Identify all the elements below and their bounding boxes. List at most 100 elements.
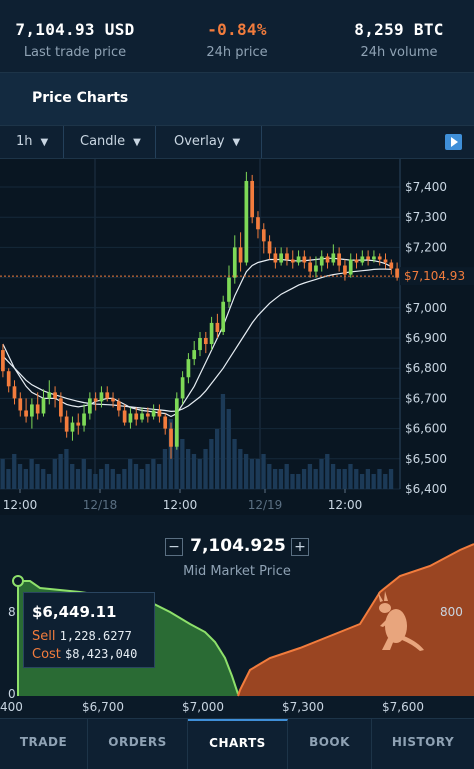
candle-body bbox=[377, 256, 382, 260]
volume-bar bbox=[278, 469, 284, 489]
increase-button[interactable]: + bbox=[291, 538, 309, 556]
volume-bar bbox=[354, 469, 359, 489]
volume-bar bbox=[52, 459, 57, 489]
volume-bar bbox=[359, 474, 365, 489]
volume-value: 8,259 BTC bbox=[354, 20, 444, 39]
volume-bar bbox=[99, 469, 104, 489]
volume-bar bbox=[116, 474, 121, 489]
tab-history[interactable]: HISTORY bbox=[391, 735, 455, 749]
price-change-label: 24h price bbox=[206, 45, 268, 60]
interval-dropdown[interactable]: 1h ▼ bbox=[0, 126, 64, 158]
volume-bar bbox=[290, 474, 295, 489]
candle-body bbox=[290, 259, 295, 263]
interval-label: 1h bbox=[16, 134, 33, 149]
candle-body bbox=[6, 371, 11, 387]
candle-body bbox=[35, 404, 40, 414]
overlay-dropdown[interactable]: Overlay ▼ bbox=[156, 126, 262, 158]
asks-area bbox=[238, 544, 474, 696]
volume-bar bbox=[133, 464, 139, 489]
volume-bar bbox=[319, 459, 324, 489]
price-change-stat: -0.84% 24h price bbox=[162, 20, 312, 60]
volume-bar bbox=[110, 469, 115, 489]
tab-orders[interactable]: ORDERS bbox=[88, 719, 188, 769]
candle-body bbox=[145, 413, 150, 417]
volume-bar bbox=[203, 449, 208, 489]
chevron-down-icon: ▼ bbox=[232, 137, 241, 148]
candle-body bbox=[209, 322, 214, 345]
candle-body bbox=[59, 398, 63, 417]
volume-bar bbox=[197, 459, 202, 489]
candle-body bbox=[314, 265, 318, 272]
candle-body bbox=[70, 422, 75, 432]
volume-bar bbox=[313, 469, 318, 489]
volume-bar bbox=[336, 469, 342, 489]
volume-bar bbox=[139, 469, 144, 489]
depth-right-tick-800: 800 bbox=[440, 605, 463, 619]
tab-charts[interactable]: CHARTS bbox=[188, 719, 288, 769]
volume-bar bbox=[238, 449, 243, 489]
chart-type-dropdown[interactable]: Candle ▼ bbox=[64, 126, 156, 158]
candle-body bbox=[267, 241, 272, 254]
tooltip-price: $6,449.11 bbox=[32, 603, 117, 621]
candle-body bbox=[122, 410, 127, 423]
x-tick-label: 12:00 bbox=[163, 498, 198, 512]
volume-bar bbox=[151, 459, 156, 489]
depth-left-tick-8: 8 bbox=[8, 605, 16, 619]
depth-left-tick-0: 0 bbox=[8, 687, 16, 701]
section-title: Price Charts bbox=[32, 90, 129, 106]
candle-body bbox=[366, 256, 370, 260]
volume-stat: 8,259 BTC 24h volume bbox=[324, 20, 474, 60]
candle-body bbox=[354, 259, 359, 263]
y-tick-label: $7,000 bbox=[405, 301, 447, 315]
volume-bar bbox=[174, 429, 179, 489]
volume-bar bbox=[104, 464, 110, 489]
depth-x-tick: $6,700 bbox=[82, 700, 124, 714]
play-icon[interactable] bbox=[445, 134, 462, 150]
candle-body bbox=[93, 398, 98, 402]
price-chart-svg[interactable]: $7,400$7,300$7,200$7,100$7,000$6,900$6,8… bbox=[0, 159, 474, 515]
candle-body bbox=[331, 253, 336, 263]
candle-body bbox=[174, 398, 179, 447]
y-tick-label: $7,300 bbox=[405, 210, 447, 224]
depth-x-tick: $7,300 bbox=[282, 700, 324, 714]
price-chart[interactable]: $7,400$7,300$7,200$7,100$7,000$6,900$6,8… bbox=[0, 159, 474, 515]
volume-bar bbox=[87, 469, 92, 489]
candle-body bbox=[279, 253, 284, 263]
tooltip-sell-value: 1,228.6277 bbox=[59, 629, 132, 643]
decrease-button[interactable]: − bbox=[165, 538, 183, 556]
price-change-value: -0.84% bbox=[207, 20, 267, 39]
candle-body bbox=[64, 416, 69, 432]
volume-bar bbox=[23, 469, 28, 489]
volume-bar bbox=[220, 394, 226, 489]
y-tick-label: $6,800 bbox=[405, 361, 447, 375]
tab-trade[interactable]: TRADE bbox=[0, 719, 88, 769]
candle-body bbox=[256, 217, 260, 230]
volume-bar bbox=[209, 439, 214, 489]
kangaroo-icon bbox=[378, 591, 424, 651]
candle-body bbox=[53, 392, 57, 399]
tab-book[interactable]: BOOK bbox=[288, 719, 372, 769]
candle-body bbox=[157, 410, 162, 417]
volume-bar bbox=[41, 469, 46, 489]
volume-bar bbox=[12, 454, 17, 489]
volume-bar bbox=[342, 469, 347, 489]
candle-body bbox=[116, 401, 121, 411]
candle-body bbox=[227, 277, 231, 302]
volume-bar bbox=[284, 464, 289, 489]
volume-bar bbox=[301, 469, 307, 489]
tooltip-sell-row: Sell 1,228.6277 bbox=[32, 629, 132, 644]
current-price-label: $7,104.93 bbox=[404, 269, 465, 283]
last-trade-stat: 7,104.93 USD Last trade price bbox=[0, 20, 150, 60]
volume-bar bbox=[0, 459, 5, 489]
x-tick-label: 12:00 bbox=[328, 498, 363, 512]
candle-body bbox=[47, 392, 52, 399]
candle-body bbox=[18, 398, 23, 411]
asks-line bbox=[237, 543, 474, 697]
volume-bar bbox=[232, 439, 237, 489]
y-tick-label: $6,900 bbox=[405, 331, 447, 345]
chart-toolbar: 1h ▼ Candle ▼ Overlay ▼ bbox=[0, 126, 474, 159]
candle-body bbox=[360, 256, 365, 263]
volume-bar bbox=[186, 449, 191, 489]
mid-market-label: Mid Market Price bbox=[183, 564, 291, 579]
bids-line bbox=[18, 580, 239, 695]
